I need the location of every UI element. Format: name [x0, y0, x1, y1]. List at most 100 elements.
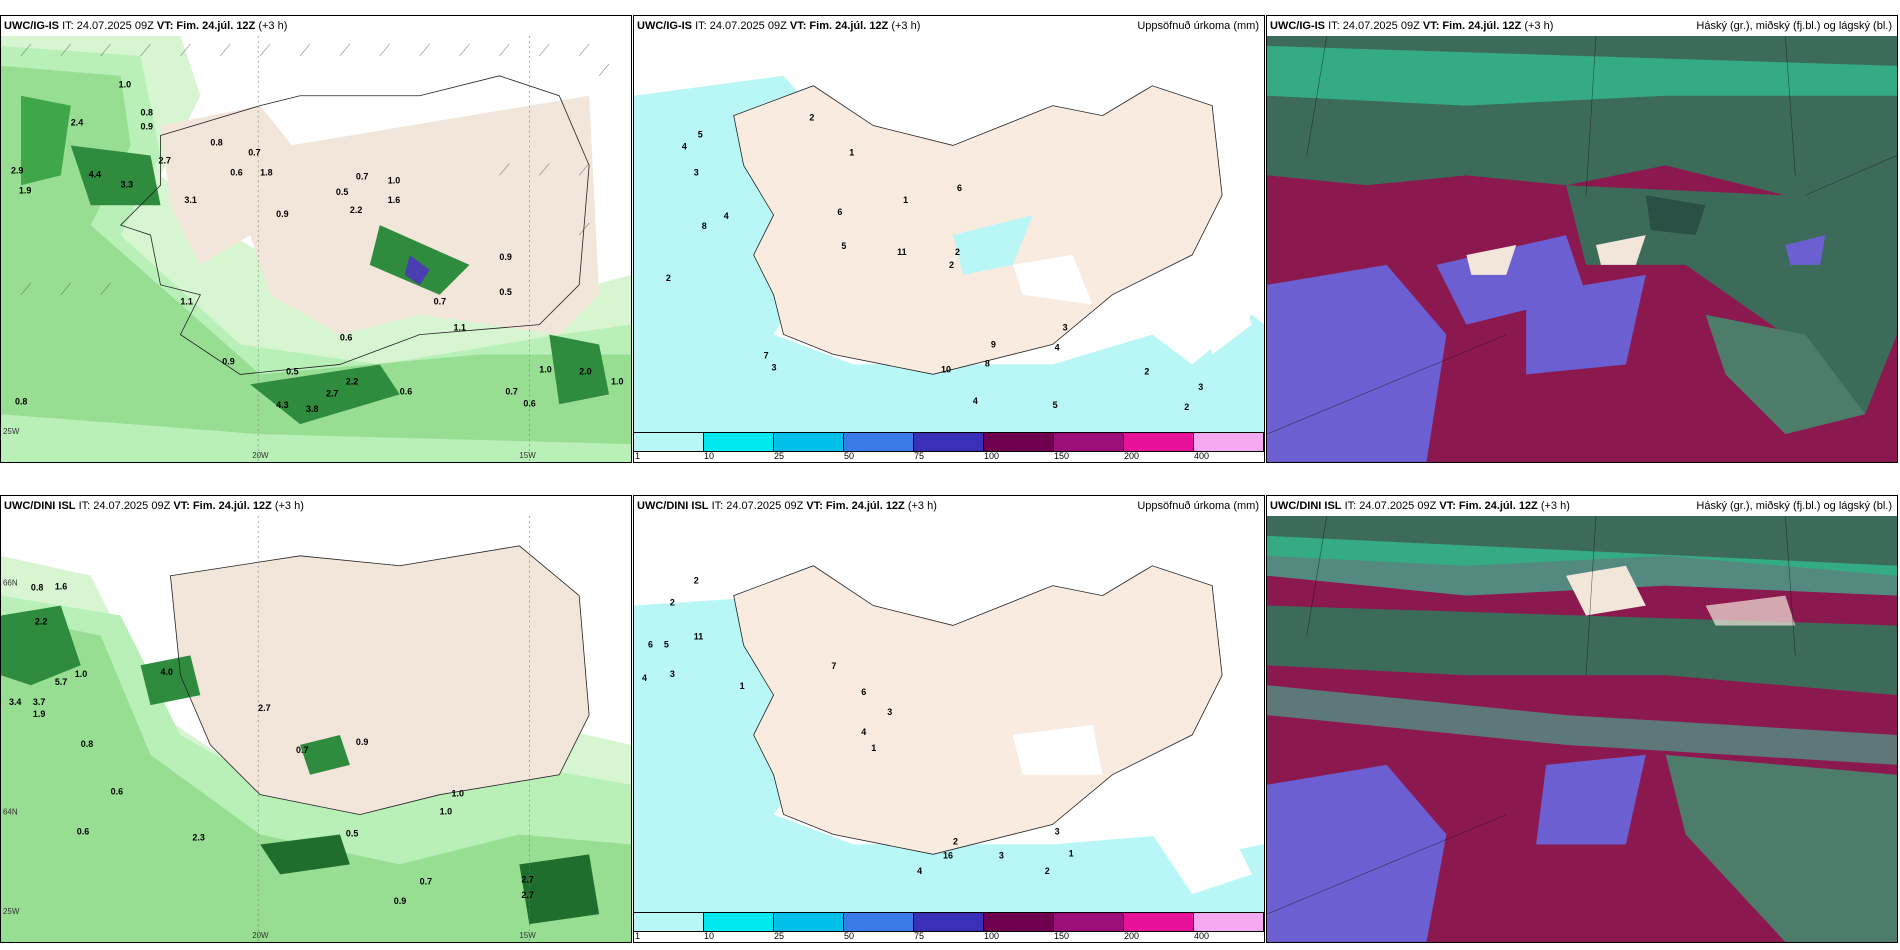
precip-label: 1.1 — [454, 323, 466, 333]
precip-label: 1.0 — [119, 80, 131, 90]
init-time: IT: 24.07.2025 09Z — [1344, 500, 1437, 512]
legend-swatch — [1194, 433, 1264, 451]
precip-label: 0.9 — [141, 122, 153, 132]
precip-label: 7 — [764, 350, 769, 360]
precip-label: 2.9 — [11, 165, 23, 175]
legend-tick: 75 — [914, 931, 925, 941]
legend-swatch — [1124, 913, 1194, 931]
precip-label: 1.6 — [388, 195, 400, 205]
precip-label: 5 — [841, 241, 846, 251]
precip-label: 3.1 — [184, 195, 196, 205]
precip-label: 3 — [1063, 323, 1068, 333]
precip-label: 0.5 — [499, 287, 511, 297]
valid-time: VT: Fim. 24.júl. 12Z — [806, 500, 905, 512]
map-clouds — [1267, 516, 1897, 942]
precip-label: 0.9 — [222, 356, 234, 366]
precip-label: 2 — [953, 836, 958, 846]
legend-swatch — [704, 913, 774, 931]
precip-label: 0.8 — [210, 137, 222, 147]
precip-label: 1 — [903, 195, 908, 205]
legend-swatch — [634, 433, 704, 451]
precip-label: 1.1 — [180, 297, 192, 307]
precip-label: 0.6 — [400, 386, 412, 396]
panel-title: Háský (gr.), miðský (fj.bl.) og lágský (… — [1696, 20, 1892, 32]
precip-label: 4.3 — [276, 400, 288, 410]
lon-25w: 25W — [3, 907, 20, 916]
precip-label: 3 — [772, 362, 777, 372]
legend-swatch — [774, 913, 844, 931]
map-svg: 2 1 6 5 11 4 3 2 7 6 1 4 3 2 16 3 4 2 3 … — [634, 516, 1264, 912]
precip-label: 5 — [664, 639, 669, 649]
precip-label: 1.9 — [33, 709, 45, 719]
valid-time: VT: Fim. 24.júl. 12Z — [1439, 500, 1538, 512]
precip-label: 6 — [861, 687, 866, 697]
legend-tick: 200 — [1124, 931, 1140, 941]
map-accum-precip: 2 1 6 5 11 4 3 2 7 6 1 4 3 2 16 3 4 2 3 … — [634, 516, 1264, 912]
precip-label: 0.5 — [346, 829, 358, 839]
legend-swatch — [844, 433, 914, 451]
valid-time: VT: Fim. 24.júl. 12Z — [789, 20, 889, 32]
precip-label: 0.6 — [523, 398, 535, 408]
precip-label: 2.7 — [258, 703, 270, 713]
lon-15w: 15W — [519, 451, 536, 460]
precip-label: 4 — [917, 866, 922, 876]
precip-label: 5.7 — [55, 677, 67, 687]
precip-label: 4 — [1055, 342, 1060, 352]
precip-label: 2 — [1184, 402, 1189, 412]
legend-swatch — [774, 433, 844, 451]
lead-time: (+3 h) — [891, 20, 921, 32]
map-svg — [1267, 36, 1897, 462]
precip-label: 0.7 — [248, 147, 260, 157]
init-time: IT: 24.07.2025 09Z — [711, 500, 804, 512]
precip-label: 0.6 — [340, 333, 352, 343]
precip-label: 0.7 — [356, 171, 368, 181]
legend-swatch — [984, 913, 1054, 931]
precip-legend: 1 10 25 50 75 100 150 200 400 — [634, 912, 1264, 942]
legend-tick: 150 — [1054, 451, 1070, 461]
precip-label: 2.2 — [35, 616, 47, 626]
precip-label: 2.3 — [192, 832, 204, 842]
legend-tick: 100 — [984, 931, 1000, 941]
precip-label: 1.0 — [611, 376, 623, 386]
lon-20w: 20W — [252, 931, 269, 940]
precip-label: 4 — [724, 211, 729, 221]
precip-label: 6 — [648, 639, 653, 649]
precip-label: 0.8 — [81, 739, 93, 749]
map-svg — [1267, 516, 1897, 942]
init-time: IT: 24.07.2025 09Z — [62, 20, 154, 32]
model-name: UWC/IG-IS — [637, 20, 692, 32]
precip-label: 1.6 — [55, 582, 67, 592]
legend-swatch — [1054, 433, 1124, 451]
lead-time: (+3 h) — [258, 20, 288, 32]
init-time: IT: 24.07.2025 09Z — [1328, 20, 1420, 32]
precip-label: 2 — [809, 113, 814, 123]
precip-label: 0.5 — [336, 187, 348, 197]
model-name: UWC/IG-IS — [1270, 20, 1325, 32]
precip-label: 5 — [698, 129, 703, 139]
precip-label: 0.9 — [394, 896, 406, 906]
precip-label: 1 — [1069, 848, 1074, 858]
precip-label: 2.7 — [521, 890, 533, 900]
precip-label: 0.9 — [356, 737, 368, 747]
precip-label: 1.0 — [440, 807, 452, 817]
precip-label: 11 — [694, 631, 703, 641]
legend-tick: 100 — [984, 451, 1000, 461]
precip-label: 1.0 — [452, 789, 464, 799]
panel-clouds-dini: UWC/DINI ISL IT: 24.07.2025 09Z VT: Fim.… — [1266, 495, 1898, 943]
lon-15w: 15W — [519, 931, 536, 940]
panel-clouds-igis: UWC/IG-IS IT: 24.07.2025 09Z VT: Fim. 24… — [1266, 15, 1898, 463]
precip-label: 4 — [682, 141, 687, 151]
legend-swatch — [1124, 433, 1194, 451]
precip-label: 0.7 — [420, 876, 432, 886]
legend-tick: 10 — [704, 451, 715, 461]
precip-label: 4 — [861, 727, 866, 737]
precip-label: 0.6 — [111, 787, 123, 797]
model-name: UWC/DINI ISL — [4, 500, 76, 512]
precip-label: 0.9 — [276, 209, 288, 219]
legend-tick: 10 — [704, 931, 715, 941]
precip-label: 2 — [955, 247, 960, 257]
precip-label: 2.7 — [326, 388, 338, 398]
precip-label: 11 — [897, 247, 906, 257]
precip-label: 3 — [1055, 826, 1060, 836]
map-svg: 2 1 4 5 3 8 11 5 6 2 4 3 7 2 1 4 8 5 9 4 — [634, 36, 1264, 432]
